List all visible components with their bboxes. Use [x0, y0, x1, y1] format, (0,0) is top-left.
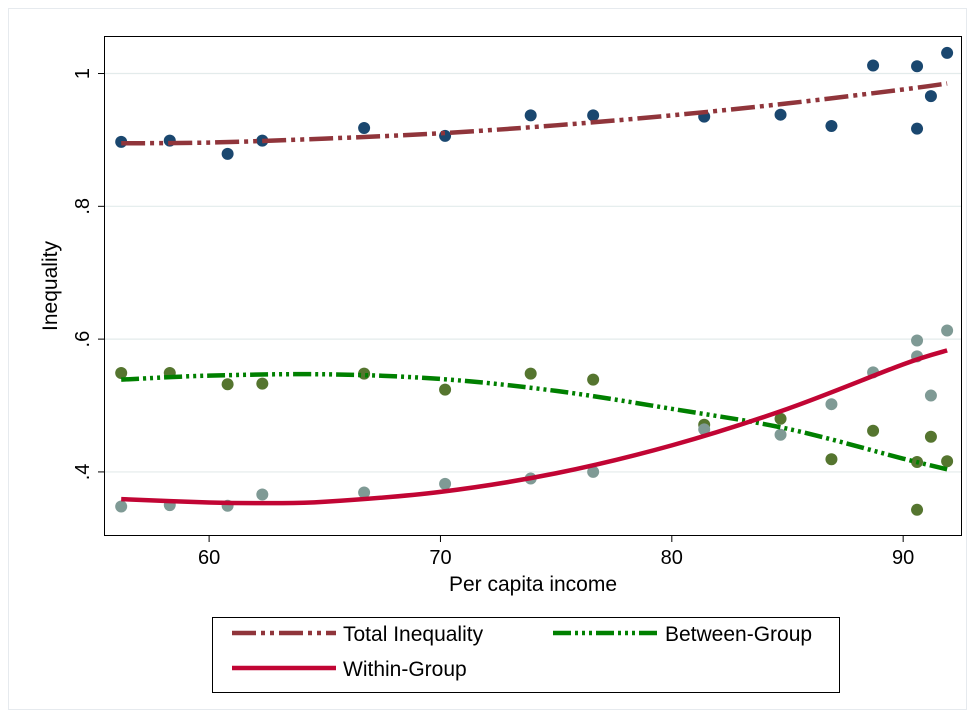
y-tick-label-1: .6	[72, 331, 94, 348]
grid-lines	[105, 72, 961, 473]
scatter-points	[115, 46, 954, 516]
point-total-inequality-13	[911, 122, 924, 135]
legend-box	[212, 617, 840, 693]
fit-line-total-inequality	[121, 81, 948, 146]
x-tick-label-1: 70	[429, 547, 451, 569]
y-axis-title: Inequality	[39, 241, 62, 331]
axis-ticks: .4 .6 .8 1 60 70 80 90	[72, 68, 914, 569]
point-between-group-14	[924, 430, 937, 443]
point-within-group-0	[115, 500, 128, 513]
legend: Total Inequality Between-Group Within-Gr…	[212, 617, 840, 693]
x-tick-label-2: 80	[661, 547, 683, 569]
point-between-group-2	[221, 378, 234, 391]
fit-line-between-group	[121, 371, 948, 472]
point-total-inequality-14	[924, 90, 937, 103]
point-within-group-9	[774, 428, 787, 441]
point-total-inequality-4	[358, 121, 371, 134]
point-between-group-15	[941, 455, 954, 468]
point-total-inequality-9	[774, 108, 787, 121]
y-tick-label-3: 1	[72, 68, 94, 79]
x-tick-label-0: 60	[198, 547, 220, 569]
point-within-group-15	[941, 324, 954, 337]
point-between-group-6	[524, 367, 537, 380]
x-axis-title: Per capita income	[449, 573, 617, 596]
point-total-inequality-5	[439, 129, 452, 142]
point-total-inequality-11	[867, 59, 880, 72]
point-total-inequality-7	[587, 109, 600, 122]
fit-lines	[121, 81, 948, 506]
point-within-group-14	[924, 389, 937, 402]
point-within-group-4	[358, 486, 371, 499]
point-within-group-5	[439, 477, 452, 490]
x-tick-label-3: 90	[892, 547, 914, 569]
point-total-inequality-6	[524, 109, 537, 122]
point-within-group-12	[911, 334, 924, 347]
point-total-inequality-2	[221, 147, 234, 160]
point-between-group-0	[115, 366, 128, 379]
point-within-group-7	[587, 465, 600, 478]
point-within-group-10	[825, 398, 838, 411]
point-between-group-9	[774, 412, 787, 425]
legend-label-between-group: Between-Group	[665, 623, 812, 646]
point-within-group-3	[256, 488, 269, 501]
point-total-inequality-12	[911, 60, 924, 73]
point-between-group-3	[256, 377, 269, 390]
legend-label-within-group: Within-Group	[343, 658, 467, 681]
outer-frame	[8, 8, 967, 710]
point-within-group-8	[698, 423, 711, 436]
point-between-group-10	[825, 453, 838, 466]
point-between-group-5	[439, 383, 452, 396]
point-total-inequality-10	[825, 119, 838, 132]
point-between-group-13	[911, 503, 924, 516]
point-total-inequality-15	[941, 46, 954, 59]
y-tick-label-2: .8	[72, 198, 94, 215]
fit-line-within-group	[121, 348, 948, 506]
point-between-group-7	[587, 373, 600, 386]
y-tick-label-0: .4	[72, 464, 94, 481]
legend-label-total-inequality: Total Inequality	[343, 623, 484, 646]
point-between-group-11	[867, 424, 880, 437]
